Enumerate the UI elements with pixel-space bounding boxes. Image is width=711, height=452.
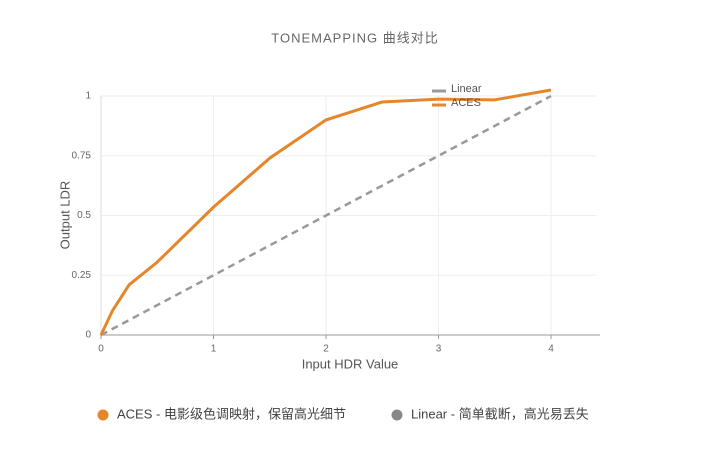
chart-title: TONEMAPPING 曲线对比 [271,30,438,45]
legend-label: ACES [451,97,481,109]
footer-legend-dot [97,409,109,421]
series-line [99,88,552,336]
footer-legend-label: ACES - 电影级色调映射，保留高光细节 [117,406,346,421]
y-tick-label: 1 [85,91,91,102]
y-tick-label: 0.25 [72,270,92,281]
y-axis-label: Output LDR [57,181,72,250]
x-tick-label: 0 [98,344,104,355]
x-tick-label: 4 [548,344,554,355]
footer-legend-label: Linear - 简单截断，高光易丢失 [411,406,589,421]
x-tick-label: 1 [211,344,217,355]
y-tick-label: 0.75 [72,150,92,161]
y-tick-label: 0.5 [77,210,91,221]
y-tick-label: 0 [85,330,91,341]
legend-label: Linear [451,83,482,95]
x-axis-label: Input HDR Value [302,356,399,371]
x-tick-label: 3 [436,344,442,355]
x-tick-label: 2 [323,344,329,355]
footer-legend-dot [391,409,403,421]
series-line [100,94,552,337]
